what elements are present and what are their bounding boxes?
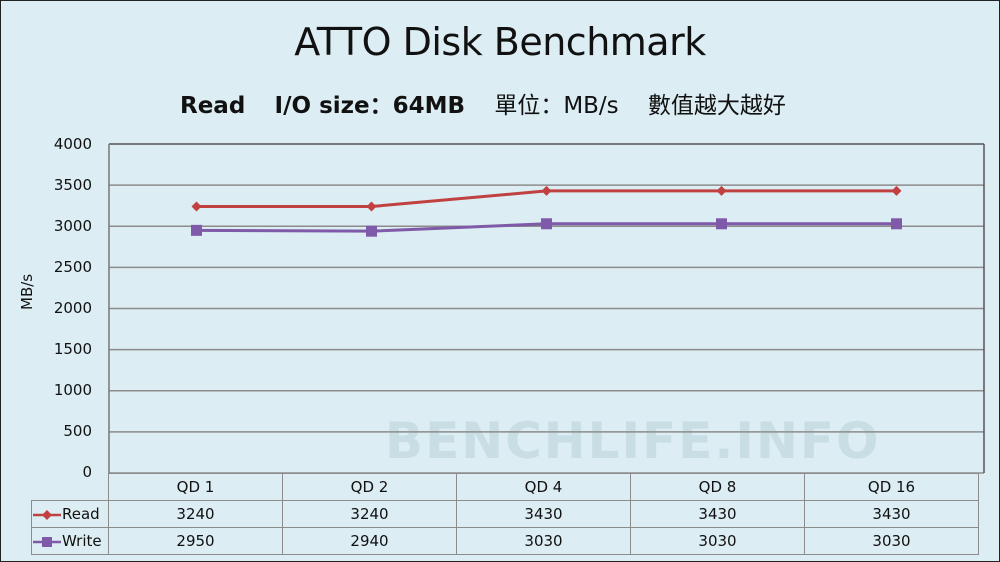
diamond-marker-icon — [541, 185, 552, 196]
subtitle-io-size: I/O size：64MB — [274, 93, 466, 119]
square-marker-icon — [541, 218, 552, 230]
square-marker-icon — [716, 218, 727, 230]
table-cell: 3240 — [108, 500, 283, 528]
table-cell: 2950 — [108, 527, 283, 555]
diamond-marker-icon — [891, 185, 902, 196]
table-cell: 3430 — [630, 500, 805, 528]
subtitle-note: 數值越大越好 — [647, 93, 786, 119]
category-label: QD 2 — [282, 473, 457, 501]
diamond-marker-icon — [191, 201, 202, 212]
table-cell: 3030 — [804, 527, 979, 555]
watermark: BENCHLIFE.INFO — [385, 412, 881, 470]
legend-read: Read — [31, 500, 109, 528]
table-cell: 3240 — [282, 500, 457, 528]
diamond-marker-icon — [716, 185, 727, 196]
y-tick: 500 — [63, 422, 92, 440]
category-label: QD 16 — [804, 473, 979, 501]
diamond-marker-icon — [366, 201, 377, 212]
table-row-write: Write 2950 2940 3030 3030 3030 — [31, 527, 979, 555]
table-cell: 3030 — [456, 527, 631, 555]
y-tick: 2000 — [53, 299, 92, 317]
square-marker-icon — [366, 225, 377, 237]
table-cell: 3030 — [630, 527, 805, 555]
subtitle-mode: Read — [180, 93, 246, 119]
category-label: QD 4 — [456, 473, 631, 501]
square-marker-icon — [891, 218, 902, 230]
table-cell: 3430 — [456, 500, 631, 528]
diamond-marker-icon — [33, 509, 61, 520]
square-marker-icon — [191, 224, 202, 236]
category-label: QD 8 — [630, 473, 805, 501]
table-header-row: QD 1 QD 2 QD 4 QD 8 QD 16 — [31, 473, 979, 501]
square-marker-icon — [33, 536, 61, 547]
y-tick: 1000 — [53, 381, 92, 399]
category-label: QD 1 — [108, 473, 283, 501]
table-cell: 2940 — [282, 527, 457, 555]
subtitle-unit: 單位：MB/s — [494, 93, 619, 119]
chart-title: ATTO Disk Benchmark — [294, 20, 706, 64]
y-tick: 1500 — [53, 340, 92, 358]
y-tick: 2500 — [53, 258, 92, 276]
legend-read-label: Read — [62, 505, 100, 523]
y-tick: 3000 — [53, 217, 92, 235]
legend-write-label: Write — [62, 532, 102, 550]
table-cell: 3430 — [804, 500, 979, 528]
y-tick: 3500 — [53, 176, 92, 194]
legend-write: Write — [31, 527, 109, 555]
table-row-read: Read 3240 3240 3430 3430 3430 — [31, 500, 979, 528]
series-lines — [191, 185, 902, 237]
chart-subtitle: Read I/O size：64MB 單位：MB/s 數值越大越好 — [180, 86, 786, 120]
y-tick: 0 — [82, 463, 92, 481]
y-tick: 4000 — [53, 135, 92, 153]
data-table: QD 1 QD 2 QD 4 QD 8 QD 16 Read 3240 3240… — [31, 473, 979, 555]
